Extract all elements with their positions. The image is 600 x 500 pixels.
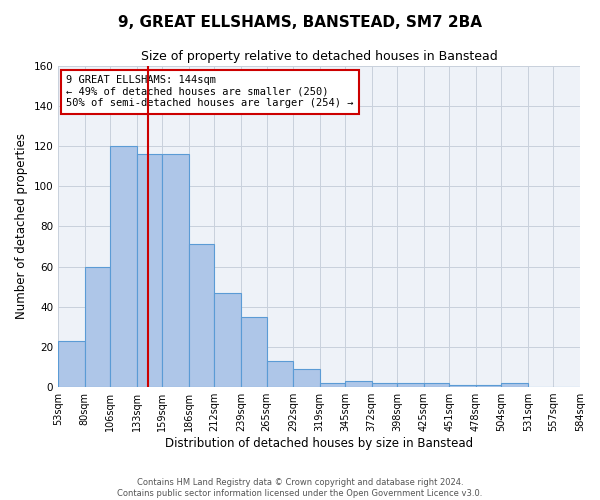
Bar — [241, 316, 266, 387]
Bar — [293, 369, 320, 387]
Y-axis label: Number of detached properties: Number of detached properties — [15, 134, 28, 320]
Bar — [110, 146, 137, 387]
Bar — [163, 154, 189, 387]
Bar — [58, 341, 85, 387]
Bar — [345, 381, 371, 387]
Bar — [85, 266, 110, 387]
Text: 9, GREAT ELLSHAMS, BANSTEAD, SM7 2BA: 9, GREAT ELLSHAMS, BANSTEAD, SM7 2BA — [118, 15, 482, 30]
Bar — [397, 383, 424, 387]
Bar — [449, 385, 476, 387]
Text: 9 GREAT ELLSHAMS: 144sqm
← 49% of detached houses are smaller (250)
50% of semi-: 9 GREAT ELLSHAMS: 144sqm ← 49% of detach… — [66, 75, 353, 108]
Title: Size of property relative to detached houses in Banstead: Size of property relative to detached ho… — [141, 50, 497, 63]
Bar — [214, 292, 241, 387]
Bar — [502, 383, 528, 387]
Bar — [137, 154, 163, 387]
Text: Contains HM Land Registry data © Crown copyright and database right 2024.
Contai: Contains HM Land Registry data © Crown c… — [118, 478, 482, 498]
Bar — [266, 361, 293, 387]
Bar — [424, 383, 449, 387]
Bar — [476, 385, 502, 387]
Bar — [371, 383, 397, 387]
Bar — [320, 383, 345, 387]
X-axis label: Distribution of detached houses by size in Banstead: Distribution of detached houses by size … — [165, 437, 473, 450]
Bar — [189, 244, 214, 387]
